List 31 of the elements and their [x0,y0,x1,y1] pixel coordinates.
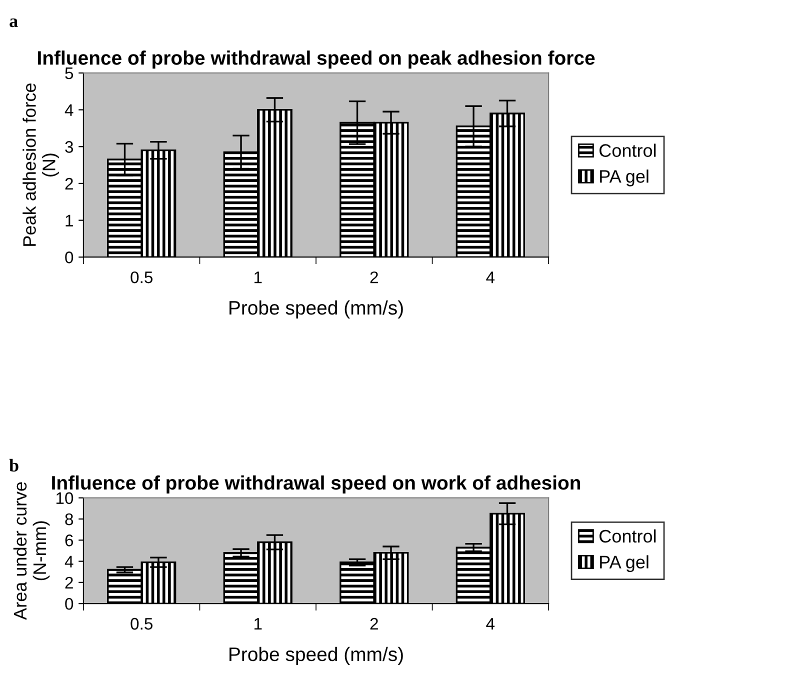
y-tick-label: 6 [65,534,74,546]
y-tick-label: 2 [65,576,73,588]
x-tick-label: 4 [486,272,495,284]
y-tick-label: 4 [64,104,74,116]
y-tick-label: 1 [66,214,73,226]
chart-title: Influence of probe withdrawal speed on peak adhesion force [38,50,595,69]
x-tick-label: 1 [254,618,262,630]
y-tick-label: 0 [65,252,74,264]
y-tick-label: 4 [64,556,74,568]
x-tick-label: 1 [254,272,262,284]
x-tick-label: 2 [370,271,378,284]
x-tick-label: 4 [486,618,495,630]
y-axis-title: Peak adhesion force (N) [22,84,59,246]
x-axis-title: Probe speed (mm/s) [230,300,403,319]
legend-label: PA gel [600,170,648,186]
y-tick-label: 5 [65,68,74,80]
y-tick-label: 8 [65,513,74,526]
y-tick-label: 3 [65,141,74,153]
y-axis-title: Area under curve (N-mm) [13,482,50,620]
text: b [9,458,18,472]
y-tick-label: 10 [56,492,74,504]
x-axis-title: Probe speed (mm/s) [230,646,403,666]
y-tick-label: 0 [65,598,74,610]
x-tick-label: 0.5 [130,618,152,630]
legend-label: Control [600,529,656,543]
y-tick-label: 2 [65,178,73,190]
legend-label: PA gel [600,555,648,572]
x-tick-label: 0.5 [130,271,152,284]
legend-label: Control [600,144,656,157]
text: a [10,18,18,28]
x-tick-label: 2 [370,618,378,630]
